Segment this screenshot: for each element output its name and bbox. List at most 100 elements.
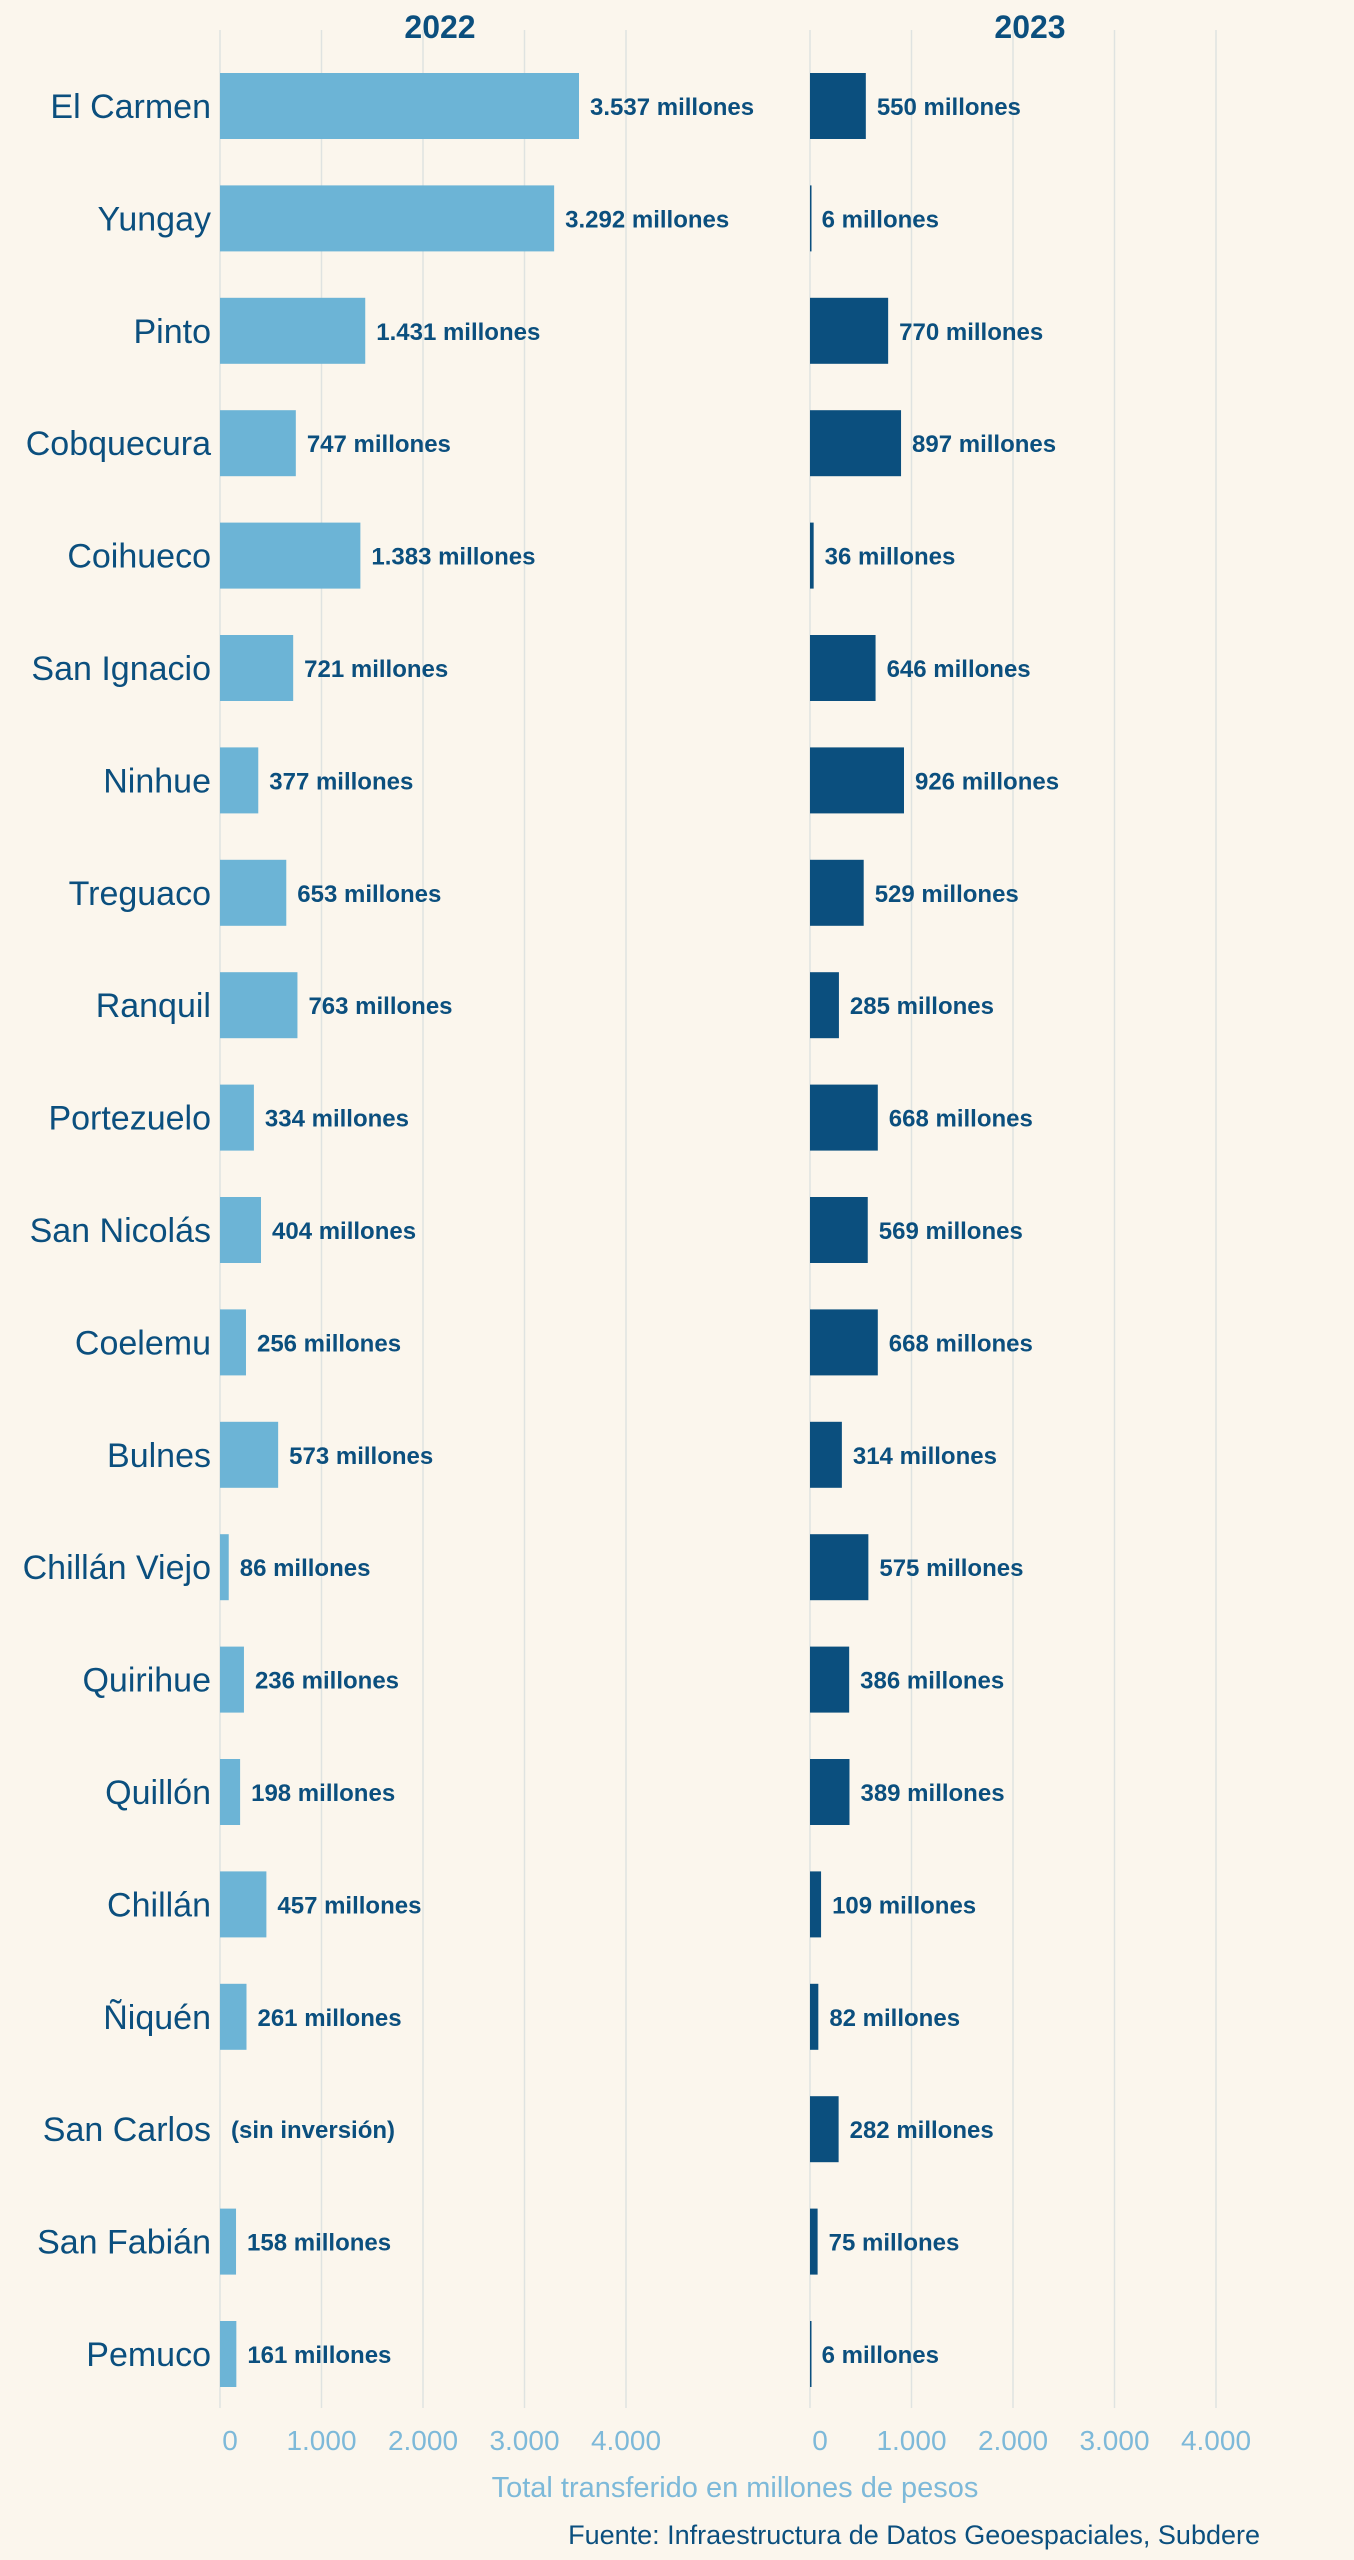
bar-2023 bbox=[810, 635, 876, 701]
category-label: Treguaco bbox=[69, 875, 211, 913]
category-label: Chillán Viejo bbox=[23, 1549, 211, 1587]
bar-2022 bbox=[220, 635, 294, 701]
bar-2022 bbox=[220, 747, 259, 814]
category-label: San Nicolás bbox=[30, 1212, 211, 1250]
category-label: Quirihue bbox=[82, 1662, 211, 1700]
bar-2022 bbox=[220, 185, 555, 252]
category-label: Coelemu bbox=[75, 1324, 211, 1362]
source-note: Fuente: Infraestructura de Datos Geoespa… bbox=[568, 2520, 1260, 2550]
bar-2023 bbox=[810, 1983, 819, 2050]
bar-2022 bbox=[220, 522, 361, 589]
bar-2023 bbox=[810, 1084, 878, 1151]
tick-label-2023-4000: 4.000 bbox=[1181, 2425, 1251, 2456]
value-label-2022: 457 millones bbox=[277, 1892, 421, 1919]
panel-title-2023: 2023 bbox=[994, 9, 1065, 45]
bar-2022 bbox=[220, 1421, 279, 1488]
bar-2023 bbox=[810, 1309, 878, 1376]
bar-2022 bbox=[220, 859, 287, 926]
value-label-2023: 770 millones bbox=[899, 319, 1043, 346]
category-label: Yungay bbox=[98, 200, 211, 238]
bar-2023 bbox=[810, 522, 814, 589]
bar-2023 bbox=[810, 2096, 839, 2163]
tick-label-2022-0: 0 bbox=[222, 2425, 238, 2456]
bar-2022 bbox=[220, 297, 366, 364]
bar-2023 bbox=[810, 297, 889, 364]
value-label-2022: 3.292 millones bbox=[565, 206, 729, 233]
bar-2023 bbox=[810, 1197, 868, 1263]
bar-2023 bbox=[810, 185, 812, 252]
value-label-2022: 747 millones bbox=[307, 431, 451, 458]
bar-2022 bbox=[220, 2321, 237, 2387]
bar-2022 bbox=[220, 73, 580, 139]
bar-2022 bbox=[220, 1197, 262, 1263]
value-label-2022: (sin inversión) bbox=[231, 2117, 395, 2144]
panel-title-2022: 2022 bbox=[404, 9, 475, 45]
bar-2022 bbox=[220, 1871, 267, 1938]
bar-2022 bbox=[220, 2208, 237, 2275]
value-label-2022: 573 millones bbox=[289, 1443, 433, 1470]
tick-label-2022-1000: 1.000 bbox=[286, 2425, 356, 2456]
value-label-2023: 646 millones bbox=[887, 656, 1031, 683]
bar-2022 bbox=[220, 1309, 246, 1376]
bar-2023 bbox=[810, 1759, 850, 1825]
value-label-2023: 6 millones bbox=[822, 206, 939, 233]
value-label-2022: 236 millones bbox=[255, 1668, 399, 1695]
bar-2023 bbox=[810, 410, 902, 477]
value-label-2023: 282 millones bbox=[850, 2117, 994, 2144]
tick-label-2023-0: 0 bbox=[812, 2425, 828, 2456]
value-label-2023: 668 millones bbox=[889, 1330, 1033, 1357]
bar-2022 bbox=[220, 972, 298, 1039]
tick-label-2022-4000: 4.000 bbox=[591, 2425, 661, 2456]
tick-label-2022-2000: 2.000 bbox=[388, 2425, 458, 2456]
value-label-2023: 109 millones bbox=[832, 1892, 976, 1919]
value-label-2023: 668 millones bbox=[889, 1106, 1033, 1133]
value-label-2022: 261 millones bbox=[257, 2005, 401, 2032]
tick-label-2023-2000: 2.000 bbox=[978, 2425, 1048, 2456]
tick-label-2022-3000: 3.000 bbox=[489, 2425, 559, 2456]
value-label-2023: 897 millones bbox=[912, 431, 1056, 458]
tick-label-2023-3000: 3.000 bbox=[1079, 2425, 1149, 2456]
bar-2022 bbox=[220, 1534, 229, 1601]
category-label: Pemuco bbox=[86, 2336, 211, 2374]
x-axis-title: Total transferido en millones de pesos bbox=[492, 2472, 979, 2504]
value-label-2022: 3.537 millones bbox=[590, 94, 754, 121]
value-label-2022: 198 millones bbox=[251, 1780, 395, 1807]
tick-label-2023-1000: 1.000 bbox=[876, 2425, 946, 2456]
value-label-2023: 529 millones bbox=[875, 881, 1019, 908]
value-label-2022: 158 millones bbox=[247, 2230, 391, 2257]
value-label-2023: 6 millones bbox=[822, 2342, 939, 2369]
category-label: Portezuelo bbox=[48, 1100, 211, 1138]
value-label-2022: 86 millones bbox=[240, 1555, 371, 1582]
value-label-2022: 1.383 millones bbox=[371, 544, 535, 571]
bar-2023 bbox=[810, 859, 864, 926]
value-label-2022: 763 millones bbox=[308, 993, 452, 1020]
value-label-2023: 575 millones bbox=[879, 1555, 1023, 1582]
category-label: Pinto bbox=[134, 313, 212, 351]
value-label-2023: 314 millones bbox=[853, 1443, 997, 1470]
category-label: San Ignacio bbox=[31, 650, 211, 688]
category-label: Quillón bbox=[105, 1774, 211, 1812]
value-label-2023: 926 millones bbox=[915, 768, 1059, 795]
category-label: Coihueco bbox=[67, 538, 211, 576]
bar-2023 bbox=[810, 1534, 869, 1601]
bar-2023 bbox=[810, 1646, 850, 1713]
value-label-2022: 1.431 millones bbox=[376, 319, 540, 346]
category-label: San Carlos bbox=[43, 2111, 211, 2149]
value-label-2022: 161 millones bbox=[247, 2342, 391, 2369]
value-label-2022: 334 millones bbox=[265, 1106, 409, 1133]
bar-2023 bbox=[810, 73, 866, 139]
bar-2022 bbox=[220, 1646, 244, 1713]
value-label-2022: 256 millones bbox=[257, 1330, 401, 1357]
value-label-2022: 653 millones bbox=[297, 881, 441, 908]
value-label-2023: 75 millones bbox=[829, 2230, 960, 2257]
category-label: San Fabián bbox=[37, 2224, 211, 2262]
value-label-2023: 82 millones bbox=[829, 2005, 960, 2032]
bar-2022 bbox=[220, 1983, 247, 2050]
value-label-2023: 285 millones bbox=[850, 993, 994, 1020]
value-label-2022: 377 millones bbox=[269, 768, 413, 795]
value-label-2023: 389 millones bbox=[860, 1780, 1004, 1807]
bar-2023 bbox=[810, 1421, 842, 1488]
category-label: Cobquecura bbox=[26, 425, 211, 463]
bar-2023 bbox=[810, 2208, 818, 2275]
